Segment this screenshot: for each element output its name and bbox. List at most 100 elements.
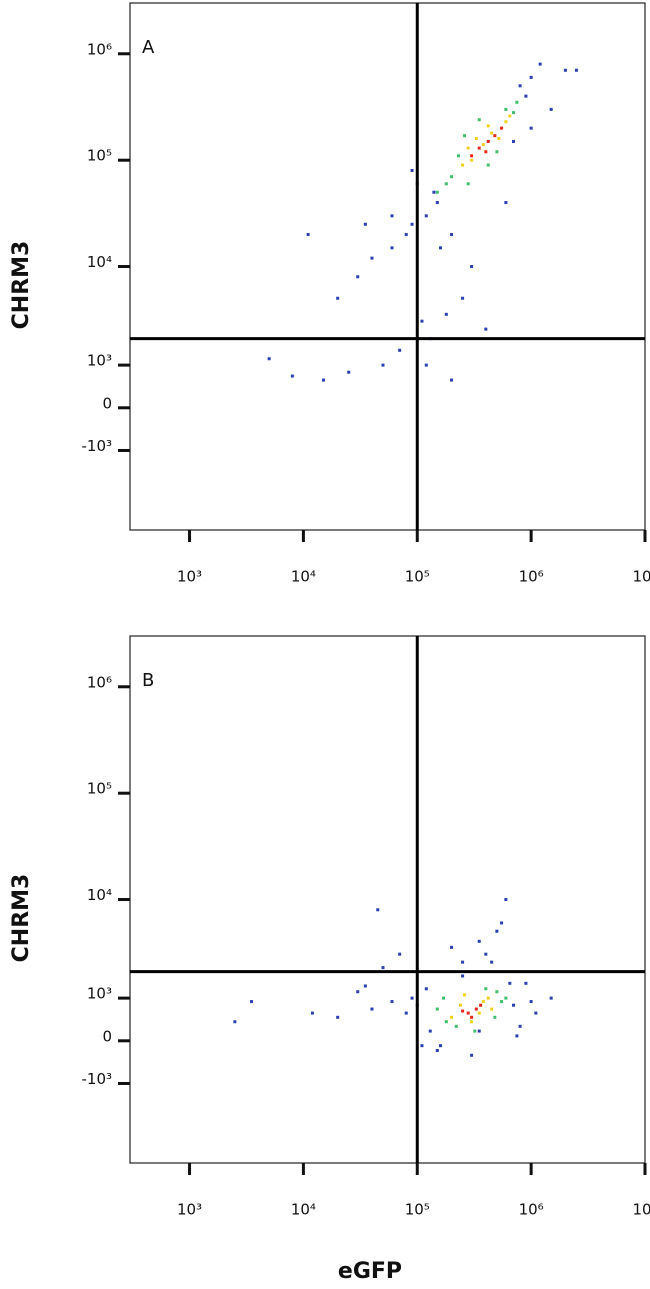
event-dot — [500, 921, 504, 925]
event-dot — [404, 1011, 408, 1015]
y-tick-label: 10⁴ — [87, 886, 112, 904]
y-tick-label: 10⁶ — [87, 40, 112, 58]
event-dot — [500, 126, 504, 130]
event-dot — [310, 1011, 314, 1015]
event-dot — [450, 945, 454, 949]
event-dot — [477, 146, 481, 150]
y-tick-label: 0 — [102, 394, 112, 412]
event-dot — [518, 1024, 522, 1028]
event-dot — [524, 94, 528, 98]
x-tick-label: 10³ — [177, 568, 202, 586]
x-tick-label: 10⁶ — [519, 1201, 544, 1219]
event-dot — [290, 374, 294, 378]
event-dot — [534, 1011, 538, 1015]
event-dot — [515, 100, 519, 104]
plot-frame — [129, 2, 646, 531]
event-dot — [486, 163, 490, 167]
event-dot — [420, 319, 424, 323]
event-dot — [398, 952, 402, 956]
x-tick-label: 10⁵ — [405, 568, 430, 586]
y-tick-label: 10⁴ — [87, 253, 112, 271]
y-tick-label: 10³ — [87, 985, 112, 1003]
event-dot — [363, 984, 367, 988]
event-dot — [398, 348, 402, 352]
event-dot — [435, 1007, 439, 1011]
event-dot — [511, 111, 515, 115]
event-dot — [461, 163, 465, 167]
y-axis-label: CHRM3 — [9, 241, 34, 330]
event-dot — [473, 1029, 477, 1033]
event-dot — [481, 1000, 485, 1004]
event-dot — [484, 952, 488, 956]
event-dot — [490, 960, 494, 964]
x-tick-label: 10⁷ — [632, 1201, 650, 1219]
event-dot — [439, 1044, 443, 1048]
event-dot — [306, 233, 310, 237]
event-dot — [404, 233, 408, 237]
event-dot — [461, 296, 465, 300]
x-axis-label: eGFP — [338, 1259, 402, 1284]
event-dot — [450, 175, 454, 179]
y-tick-label: 0 — [102, 1027, 112, 1045]
y-tick-label: 10⁶ — [87, 673, 112, 691]
event-dot — [484, 150, 488, 154]
event-dot — [477, 118, 481, 122]
x-tick-label: 10⁷ — [632, 568, 650, 586]
event-dot — [420, 1044, 424, 1048]
event-dot — [466, 1011, 470, 1015]
event-dot — [410, 222, 414, 226]
x-tick-label: 10⁴ — [291, 1201, 316, 1219]
event-dot — [470, 1053, 474, 1057]
event-dot — [450, 1015, 454, 1019]
event-dot — [524, 981, 528, 985]
event-dot — [390, 1000, 394, 1004]
event-dot — [410, 169, 414, 173]
event-dot — [518, 84, 522, 88]
event-dot — [321, 378, 325, 382]
event-dot — [495, 990, 499, 994]
event-dot — [490, 1007, 494, 1011]
event-dot — [563, 68, 567, 72]
event-dot — [474, 1007, 478, 1011]
event-dot — [504, 996, 508, 1000]
x-tick-label: 10⁶ — [519, 568, 544, 586]
event-dot — [444, 182, 448, 186]
event-dot — [477, 1011, 481, 1015]
event-dot — [463, 993, 467, 997]
event-dot — [466, 182, 470, 186]
panel-label: B — [142, 670, 154, 691]
event-dot — [336, 1015, 340, 1019]
event-dot — [435, 201, 439, 205]
event-dot — [249, 1000, 253, 1004]
event-dot — [504, 107, 508, 111]
event-dot — [477, 939, 481, 943]
x-tick-label: 10⁴ — [291, 568, 316, 586]
event-dot — [470, 154, 474, 158]
x-tick-label: 10⁵ — [405, 1201, 430, 1219]
event-dot — [410, 996, 414, 1000]
event-dot — [529, 75, 533, 79]
event-dot — [493, 134, 497, 138]
event-dot — [424, 214, 428, 218]
event-dot — [390, 214, 394, 218]
event-dot — [486, 124, 490, 128]
event-dot — [529, 1000, 533, 1004]
event-dot — [495, 150, 499, 154]
event-dot — [456, 154, 460, 158]
event-dot — [508, 981, 512, 985]
event-dot — [450, 233, 454, 237]
event-dot — [511, 139, 515, 143]
plot-frame — [129, 635, 646, 1164]
event-dot — [484, 327, 488, 331]
event-dot — [508, 114, 512, 118]
event-dot — [432, 190, 436, 194]
event-dot — [470, 1015, 474, 1019]
y-tick-label: -10³ — [81, 1070, 112, 1088]
event-dot — [484, 987, 488, 991]
event-dot — [549, 996, 553, 1000]
y-tick-label: 10⁵ — [87, 780, 112, 798]
event-dot — [486, 996, 490, 1000]
event-dot — [477, 1029, 481, 1033]
event-dot — [461, 1009, 465, 1013]
